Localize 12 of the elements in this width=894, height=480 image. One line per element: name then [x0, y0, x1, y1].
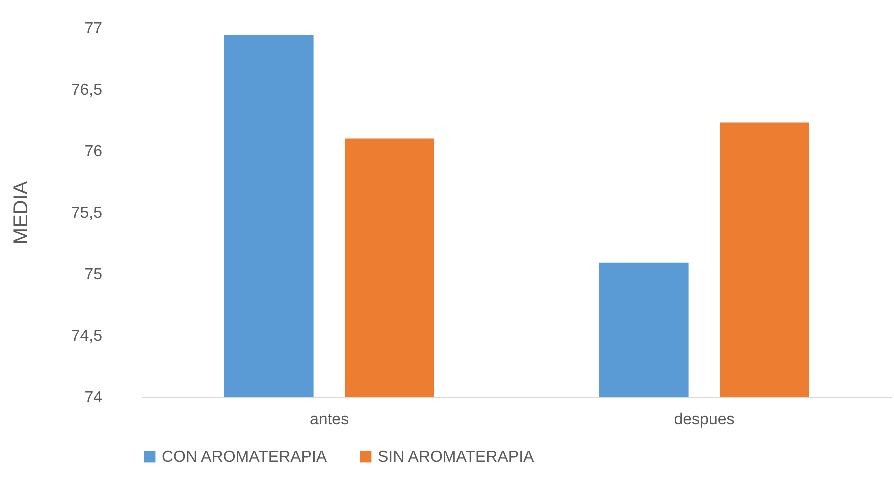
- legend-label: SIN AROMATERAPIA: [378, 449, 535, 466]
- x-tick-label: despues: [674, 412, 735, 428]
- x-tick-label: antes: [310, 412, 350, 428]
- y-tick-label: 74,5: [71, 328, 103, 345]
- y-tick-label: 74: [84, 390, 103, 406]
- legend-label: CON AROMATERAPIA: [162, 449, 328, 466]
- y-tick-label: 75,5: [71, 205, 103, 222]
- y-tick-label: 77: [84, 20, 103, 38]
- y-tick-label: 76,5: [71, 82, 103, 99]
- y-tick-label: 76: [84, 144, 103, 160]
- y-axis-title: MEDIA: [10, 180, 32, 245]
- y-tick-label: 75: [84, 266, 103, 284]
